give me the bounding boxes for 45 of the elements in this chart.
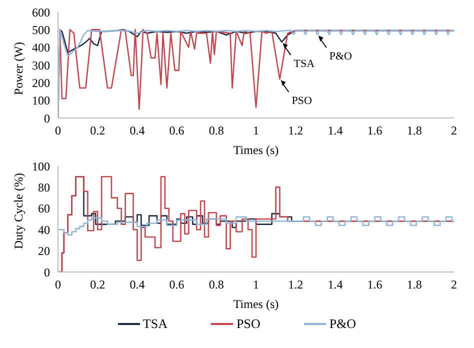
x-tick-label: 1.4 [328, 124, 343, 138]
y-tick-label: 600 [32, 5, 50, 20]
x-tick-label: 1.2 [288, 278, 304, 292]
x-tick-label: 0.4 [130, 278, 145, 292]
y-tick-label: 500 [32, 22, 50, 37]
y-tick-label: 100 [32, 94, 50, 108]
x-tick-label: 0.4 [130, 124, 145, 138]
x-tick-label: 1.8 [406, 278, 422, 292]
legend-label: P&O [329, 316, 356, 332]
x-tick-label: 0.8 [208, 278, 224, 292]
y-tick-label: 40 [38, 222, 50, 237]
y-tick-label: 300 [32, 58, 50, 72]
x-tick-label: 0 [55, 124, 61, 138]
y-axis-title: Power (W) [11, 42, 26, 95]
annotation: TSA [294, 58, 315, 70]
x-tick-label: 1 [253, 278, 259, 292]
x-tick-label: 1.8 [406, 124, 422, 138]
y-axis-title: Duty Cycle (%) [11, 173, 26, 249]
y-tick-label: 20 [38, 244, 50, 258]
x-axis-title: Times (s) [233, 297, 279, 311]
y-tick-label: 200 [32, 76, 50, 90]
x-tick-label: 1.6 [367, 278, 382, 292]
y-tick-label: 80 [38, 180, 50, 194]
y-tick-label: 100 [32, 159, 50, 174]
x-tick-label: 0.2 [90, 278, 106, 292]
x-tick-label: 2 [451, 124, 457, 138]
x-tick-label: 1.2 [288, 124, 304, 138]
y-tick-label: 0 [44, 265, 50, 280]
y-tick-label: 60 [38, 202, 50, 216]
x-tick-label: 0.2 [90, 124, 106, 138]
y-tick-label: 400 [32, 40, 50, 55]
x-tick-label: 1 [253, 124, 259, 138]
x-tick-label: 1.6 [367, 124, 382, 138]
legend-label: PSO [236, 316, 260, 332]
annotation: PSO [292, 95, 312, 108]
x-tick-label: 0.6 [169, 278, 184, 292]
y-tick-label: 0 [44, 111, 50, 126]
annotation: P&O [329, 50, 352, 63]
x-tick-label: 2 [451, 278, 457, 292]
legend-label: TSA [142, 316, 168, 332]
x-tick-label: 0.8 [208, 124, 224, 138]
x-axis-title: Times (s) [233, 143, 279, 157]
x-tick-label: 0.6 [169, 124, 184, 138]
x-tick-label: 1.4 [328, 278, 343, 292]
x-tick-label: 0 [55, 278, 61, 292]
